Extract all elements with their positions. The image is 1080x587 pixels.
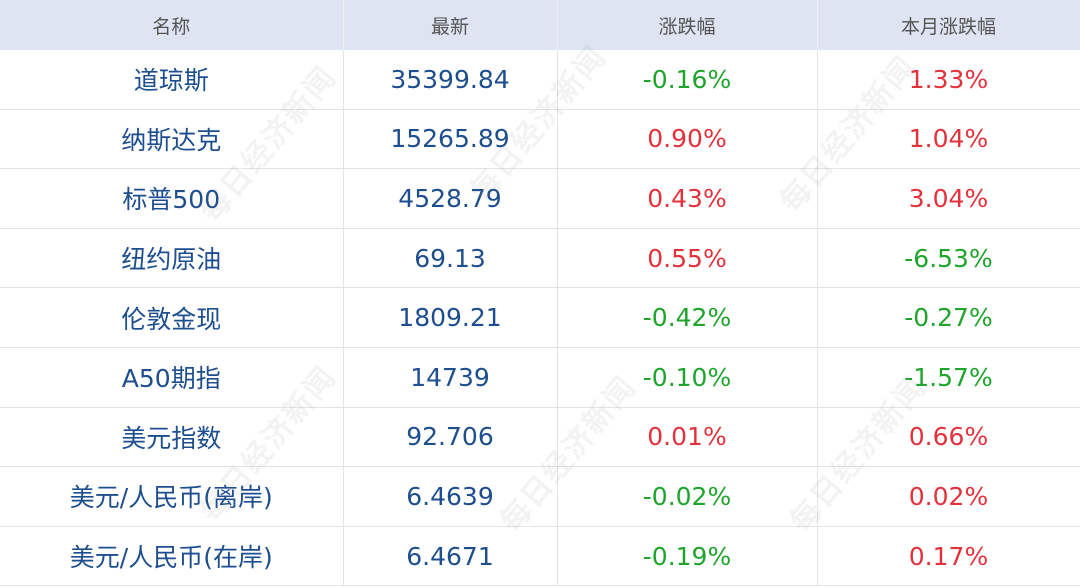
name-cell: 标普500 — [0, 168, 344, 229]
name-cell: 纽约原油 — [0, 228, 344, 289]
change-cell: -0.19% — [557, 526, 818, 587]
table-row: 美元指数 92.706 0.01% 0.66% — [0, 407, 1080, 468]
price-cell: 14739 — [343, 347, 558, 408]
change-cell: -6.53% — [817, 228, 1080, 289]
price-cell: 69.13 — [343, 228, 558, 289]
change-cell: -0.42% — [557, 287, 818, 348]
table-row: 纳斯达克 15265.89 0.90% 1.04% — [0, 109, 1080, 170]
name-cell: 美元/人民币(在岸) — [0, 526, 344, 587]
header-row: 名称 最新 涨跌幅 本月涨跌幅 — [0, 0, 1080, 50]
change-cell: -1.57% — [817, 347, 1080, 408]
table-row: 道琼斯 35399.84 -0.16% 1.33% — [0, 50, 1080, 110]
change-cell: 0.90% — [557, 109, 818, 170]
header-cell: 名称 — [0, 0, 344, 50]
price-cell: 1809.21 — [343, 287, 558, 348]
table-row: 纽约原油 69.13 0.55% -6.53% — [0, 228, 1080, 289]
table-row: 美元/人民币(在岸) 6.4671 -0.19% 0.17% — [0, 526, 1080, 587]
name-cell: 纳斯达克 — [0, 109, 344, 170]
change-cell: 0.02% — [817, 466, 1080, 527]
name-cell: 伦敦金现 — [0, 287, 344, 348]
price-cell: 6.4639 — [343, 466, 558, 527]
name-cell: 美元指数 — [0, 407, 344, 468]
table-row: 伦敦金现 1809.21 -0.42% -0.27% — [0, 287, 1080, 348]
header-cell: 本月涨跌幅 — [817, 0, 1080, 50]
table-row: 美元/人民币(离岸) 6.4639 -0.02% 0.02% — [0, 466, 1080, 527]
change-cell: -0.02% — [557, 466, 818, 527]
change-cell: 3.04% — [817, 168, 1080, 229]
header-cell: 涨跌幅 — [557, 0, 818, 50]
price-cell: 35399.84 — [343, 50, 558, 110]
price-cell: 4528.79 — [343, 168, 558, 229]
table-row: 标普500 4528.79 0.43% 3.04% — [0, 168, 1080, 229]
price-cell: 15265.89 — [343, 109, 558, 170]
change-cell: 0.66% — [817, 407, 1080, 468]
change-cell: -0.10% — [557, 347, 818, 408]
change-cell: 0.55% — [557, 228, 818, 289]
price-cell: 6.4671 — [343, 526, 558, 587]
change-cell: 1.04% — [817, 109, 1080, 170]
price-cell: 92.706 — [343, 407, 558, 468]
change-cell: -0.27% — [817, 287, 1080, 348]
name-cell: 道琼斯 — [0, 50, 344, 110]
header-cell: 最新 — [343, 0, 558, 50]
table-row: A50期指 14739 -0.10% -1.57% — [0, 347, 1080, 408]
name-cell: 美元/人民币(离岸) — [0, 466, 344, 527]
change-cell: 0.43% — [557, 168, 818, 229]
change-cell: 1.33% — [817, 50, 1080, 110]
change-cell: 0.01% — [557, 407, 818, 468]
change-cell: -0.16% — [557, 50, 818, 110]
change-cell: 0.17% — [817, 526, 1080, 587]
table-body: 道琼斯 35399.84 -0.16% 1.33% 纳斯达克 15265.89 0.90% 1… — [0, 50, 1080, 587]
name-cell: A50期指 — [0, 347, 344, 408]
